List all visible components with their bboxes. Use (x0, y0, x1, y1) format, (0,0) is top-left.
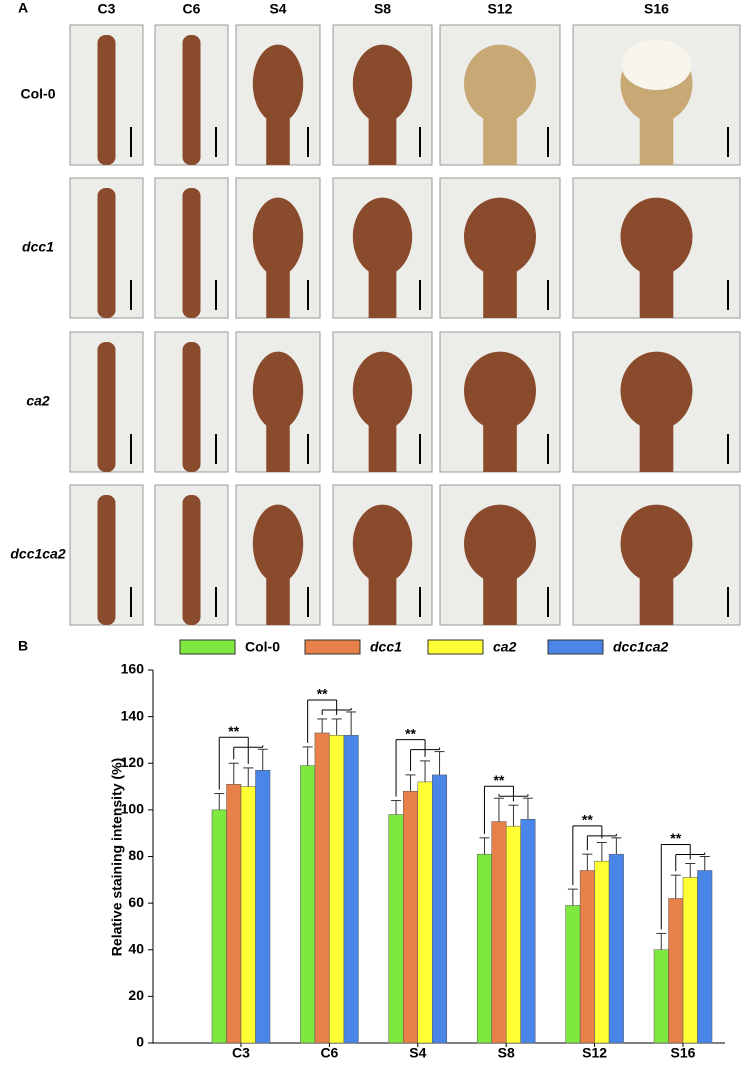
bar (668, 898, 684, 1044)
bar (653, 949, 669, 1044)
bar (211, 809, 227, 1044)
panel-label: A (18, 0, 28, 16)
x-tick-label: S16 (671, 1045, 696, 1061)
column-label: S4 (269, 1, 286, 17)
meristem (252, 351, 304, 430)
x-tick-label: S12 (582, 1045, 607, 1061)
row-label: dcc1 (22, 239, 54, 255)
root (182, 495, 201, 625)
root (182, 35, 201, 165)
root (97, 495, 116, 625)
bar (226, 783, 242, 1044)
bar (403, 790, 419, 1044)
root (97, 35, 116, 165)
root (182, 188, 201, 318)
bar (608, 853, 624, 1044)
meristem (352, 504, 413, 583)
significance: ** (670, 830, 681, 846)
x-tick-label: S4 (409, 1045, 426, 1061)
panel-label: B (18, 638, 28, 654)
legend-label: ca2 (493, 639, 517, 655)
bar (565, 905, 581, 1044)
bar (491, 821, 507, 1044)
bar (343, 735, 359, 1044)
row-label: dcc1ca2 (10, 546, 65, 562)
meristem (352, 44, 413, 123)
y-tick-label: 120 (121, 754, 145, 770)
significance: ** (582, 812, 593, 828)
bar (388, 814, 404, 1044)
bar (697, 870, 713, 1044)
y-tick-label: 80 (128, 847, 144, 863)
root (182, 342, 201, 472)
bar (682, 877, 698, 1044)
y-tick-label: 20 (128, 987, 144, 1003)
bar (520, 818, 536, 1044)
root (97, 188, 116, 318)
legend-label: Col-0 (245, 639, 280, 655)
meristem (464, 44, 536, 123)
bar (240, 786, 256, 1044)
x-tick-label: C6 (320, 1045, 338, 1061)
column-label: C3 (98, 1, 116, 17)
significance: ** (493, 772, 504, 788)
bar (432, 774, 448, 1044)
bar (417, 781, 433, 1044)
significance: ** (228, 723, 239, 739)
column-label: C6 (183, 1, 201, 17)
meristem (352, 197, 413, 276)
column-label: S12 (488, 1, 513, 17)
y-tick-label: 0 (136, 1034, 144, 1050)
flower (621, 40, 692, 90)
meristem (252, 44, 304, 123)
meristem (464, 504, 536, 583)
row-label: ca2 (26, 393, 50, 409)
meristem (252, 197, 304, 276)
bar (255, 769, 271, 1044)
meristem (464, 197, 536, 276)
y-tick-label: 160 (121, 661, 145, 677)
bar (476, 853, 492, 1044)
bar (314, 732, 330, 1044)
significance: ** (405, 725, 416, 741)
column-label: S8 (374, 1, 391, 17)
row-label: Col-0 (21, 86, 56, 102)
root (97, 342, 116, 472)
x-tick-label: C3 (232, 1045, 250, 1061)
meristem (464, 351, 536, 430)
column-label: S16 (644, 1, 669, 17)
meristem (620, 504, 693, 583)
bar (329, 735, 345, 1044)
bar (579, 870, 595, 1044)
meristem (252, 504, 304, 583)
bar (300, 765, 316, 1044)
legend-swatch (179, 639, 236, 655)
meristem (352, 351, 413, 430)
significance: ** (317, 686, 328, 702)
y-axis-label: Relative staining intensity (%) (109, 758, 125, 956)
y-tick-label: 60 (128, 894, 144, 910)
legend-label: dcc1 (370, 639, 402, 655)
bar (594, 860, 610, 1044)
y-tick-label: 40 (128, 940, 144, 956)
meristem (620, 351, 693, 430)
legend-label: dcc1ca2 (613, 639, 668, 655)
legend-swatch (427, 639, 484, 655)
y-tick-label: 140 (121, 707, 145, 723)
bar (505, 825, 521, 1044)
meristem (620, 197, 693, 276)
legend-swatch (304, 639, 361, 655)
y-tick-label: 100 (121, 801, 145, 817)
x-tick-label: S8 (498, 1045, 515, 1061)
legend-swatch (547, 639, 604, 655)
